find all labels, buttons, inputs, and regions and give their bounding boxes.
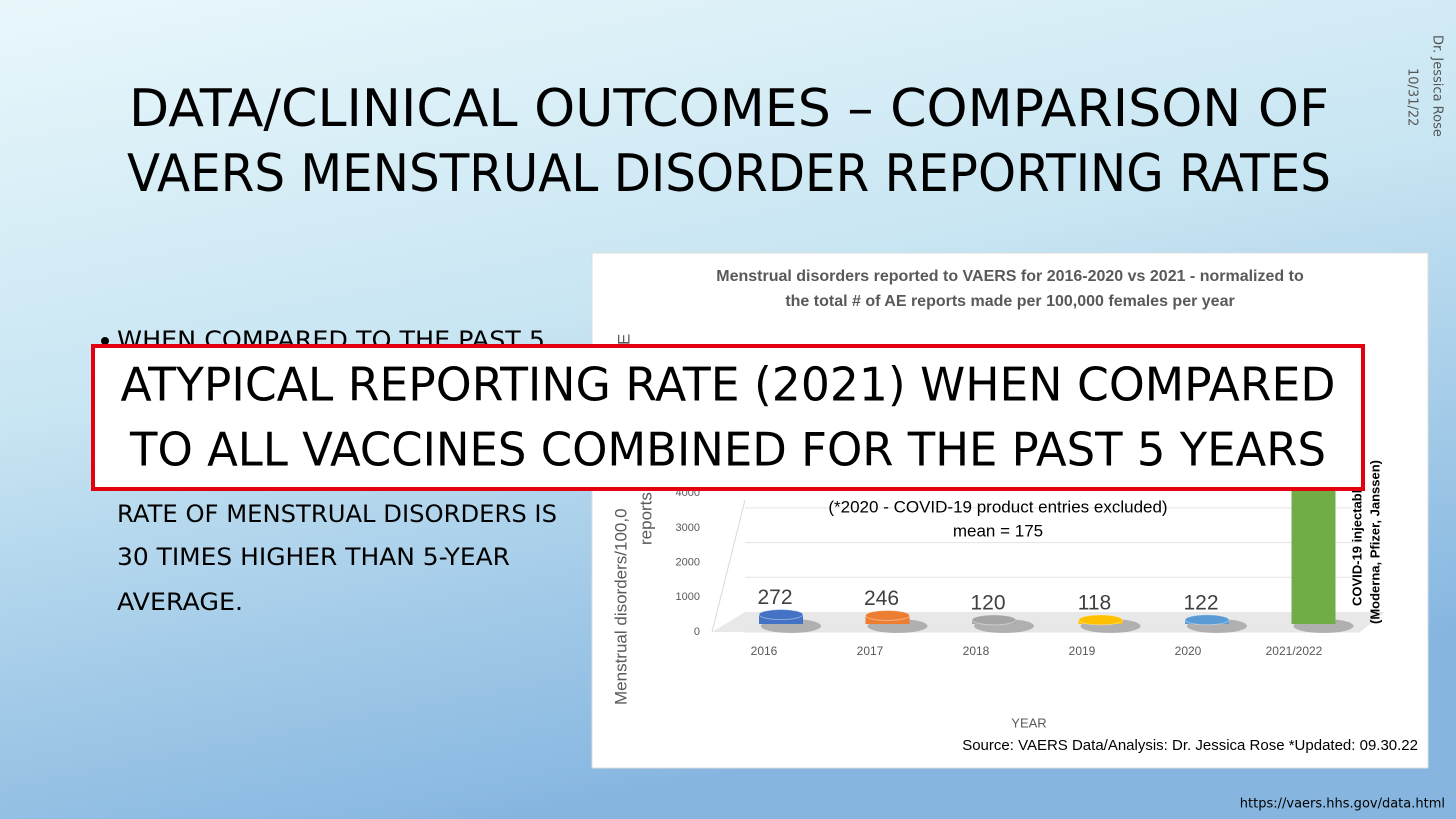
x-tick-label: 2018 [963,644,990,658]
x-tick-label: 2016 [751,644,778,658]
callout-text: ATYPICAL REPORTING RATE (2021) WHEN COMP… [121,358,1336,412]
bullet [101,337,109,345]
bullet-text: RATE OF MENSTRUAL DISORDERS IS [117,500,557,528]
annotation: (*2020 - COVID-19 product entries exclud… [828,497,1167,516]
y-tick-label: 3000 [676,522,700,534]
data-label: 272 [757,586,792,609]
bullet-text: 30 TIMES HIGHER THAN 5-YEAR [117,543,510,571]
slide-title: DATA/CLINICAL OUTCOMES – COMPARISON OF [129,79,1329,139]
source-url: https://vaers.hhs.gov/data.html [1240,797,1445,812]
x-tick-label: 2021/2022 [1266,644,1323,658]
date: 10/31/22 [1405,68,1420,126]
data-label: 120 [970,591,1005,614]
depth-line [711,499,746,633]
bullet-text: AVERAGE. [117,588,243,616]
chart: Menstrual disorders reported to VAERS fo… [591,252,1429,769]
y-axis-label: reports [636,492,655,545]
bar-note: (Moderna, Pfizer, Janssen) [1367,460,1382,624]
source: Source: VAERS Data/Analysis: Dr. Jessica… [962,737,1418,754]
callout-text: TO ALL VACCINES COMBINED FOR THE PAST 5 … [129,423,1326,477]
y-axis-label: Menstrual disorders/100,0 [611,508,630,705]
x-axis-label: YEAR [1011,715,1046,730]
bar-note: COVID-19 injectables [1349,475,1364,606]
bar-cap [971,614,1017,626]
bar-cap [865,609,910,621]
x-tick-label: 2020 [1175,644,1202,658]
y-tick-label: 1000 [676,591,700,603]
bar-cap [758,609,804,621]
annotation: mean = 175 [953,521,1043,540]
y-tick-label: 0 [694,626,700,638]
chart-title: Menstrual disorders reported to VAERS fo… [716,268,1304,285]
data-label: 118 [1078,591,1111,614]
callout: ATYPICAL REPORTING RATE (2021) WHEN COMP… [91,344,1365,491]
slide-title: VAERS MENSTRUAL DISORDER REPORTING RATES [127,144,1331,204]
bar-cap [1184,614,1230,626]
chart-title: the total # of AE reports made per 100,0… [785,293,1234,310]
data-label: 122 [1183,591,1218,614]
data-label: 246 [864,587,899,610]
x-tick-label: 2019 [1069,644,1096,658]
author: Dr. Jessica Rose [1430,35,1445,137]
y-axis-label: E [614,334,633,345]
y-tick-label: 2000 [676,556,700,568]
chart-panel [591,252,1429,769]
bar-cap [1078,614,1123,626]
callout-box [91,344,1365,491]
x-tick-label: 2017 [857,644,884,658]
